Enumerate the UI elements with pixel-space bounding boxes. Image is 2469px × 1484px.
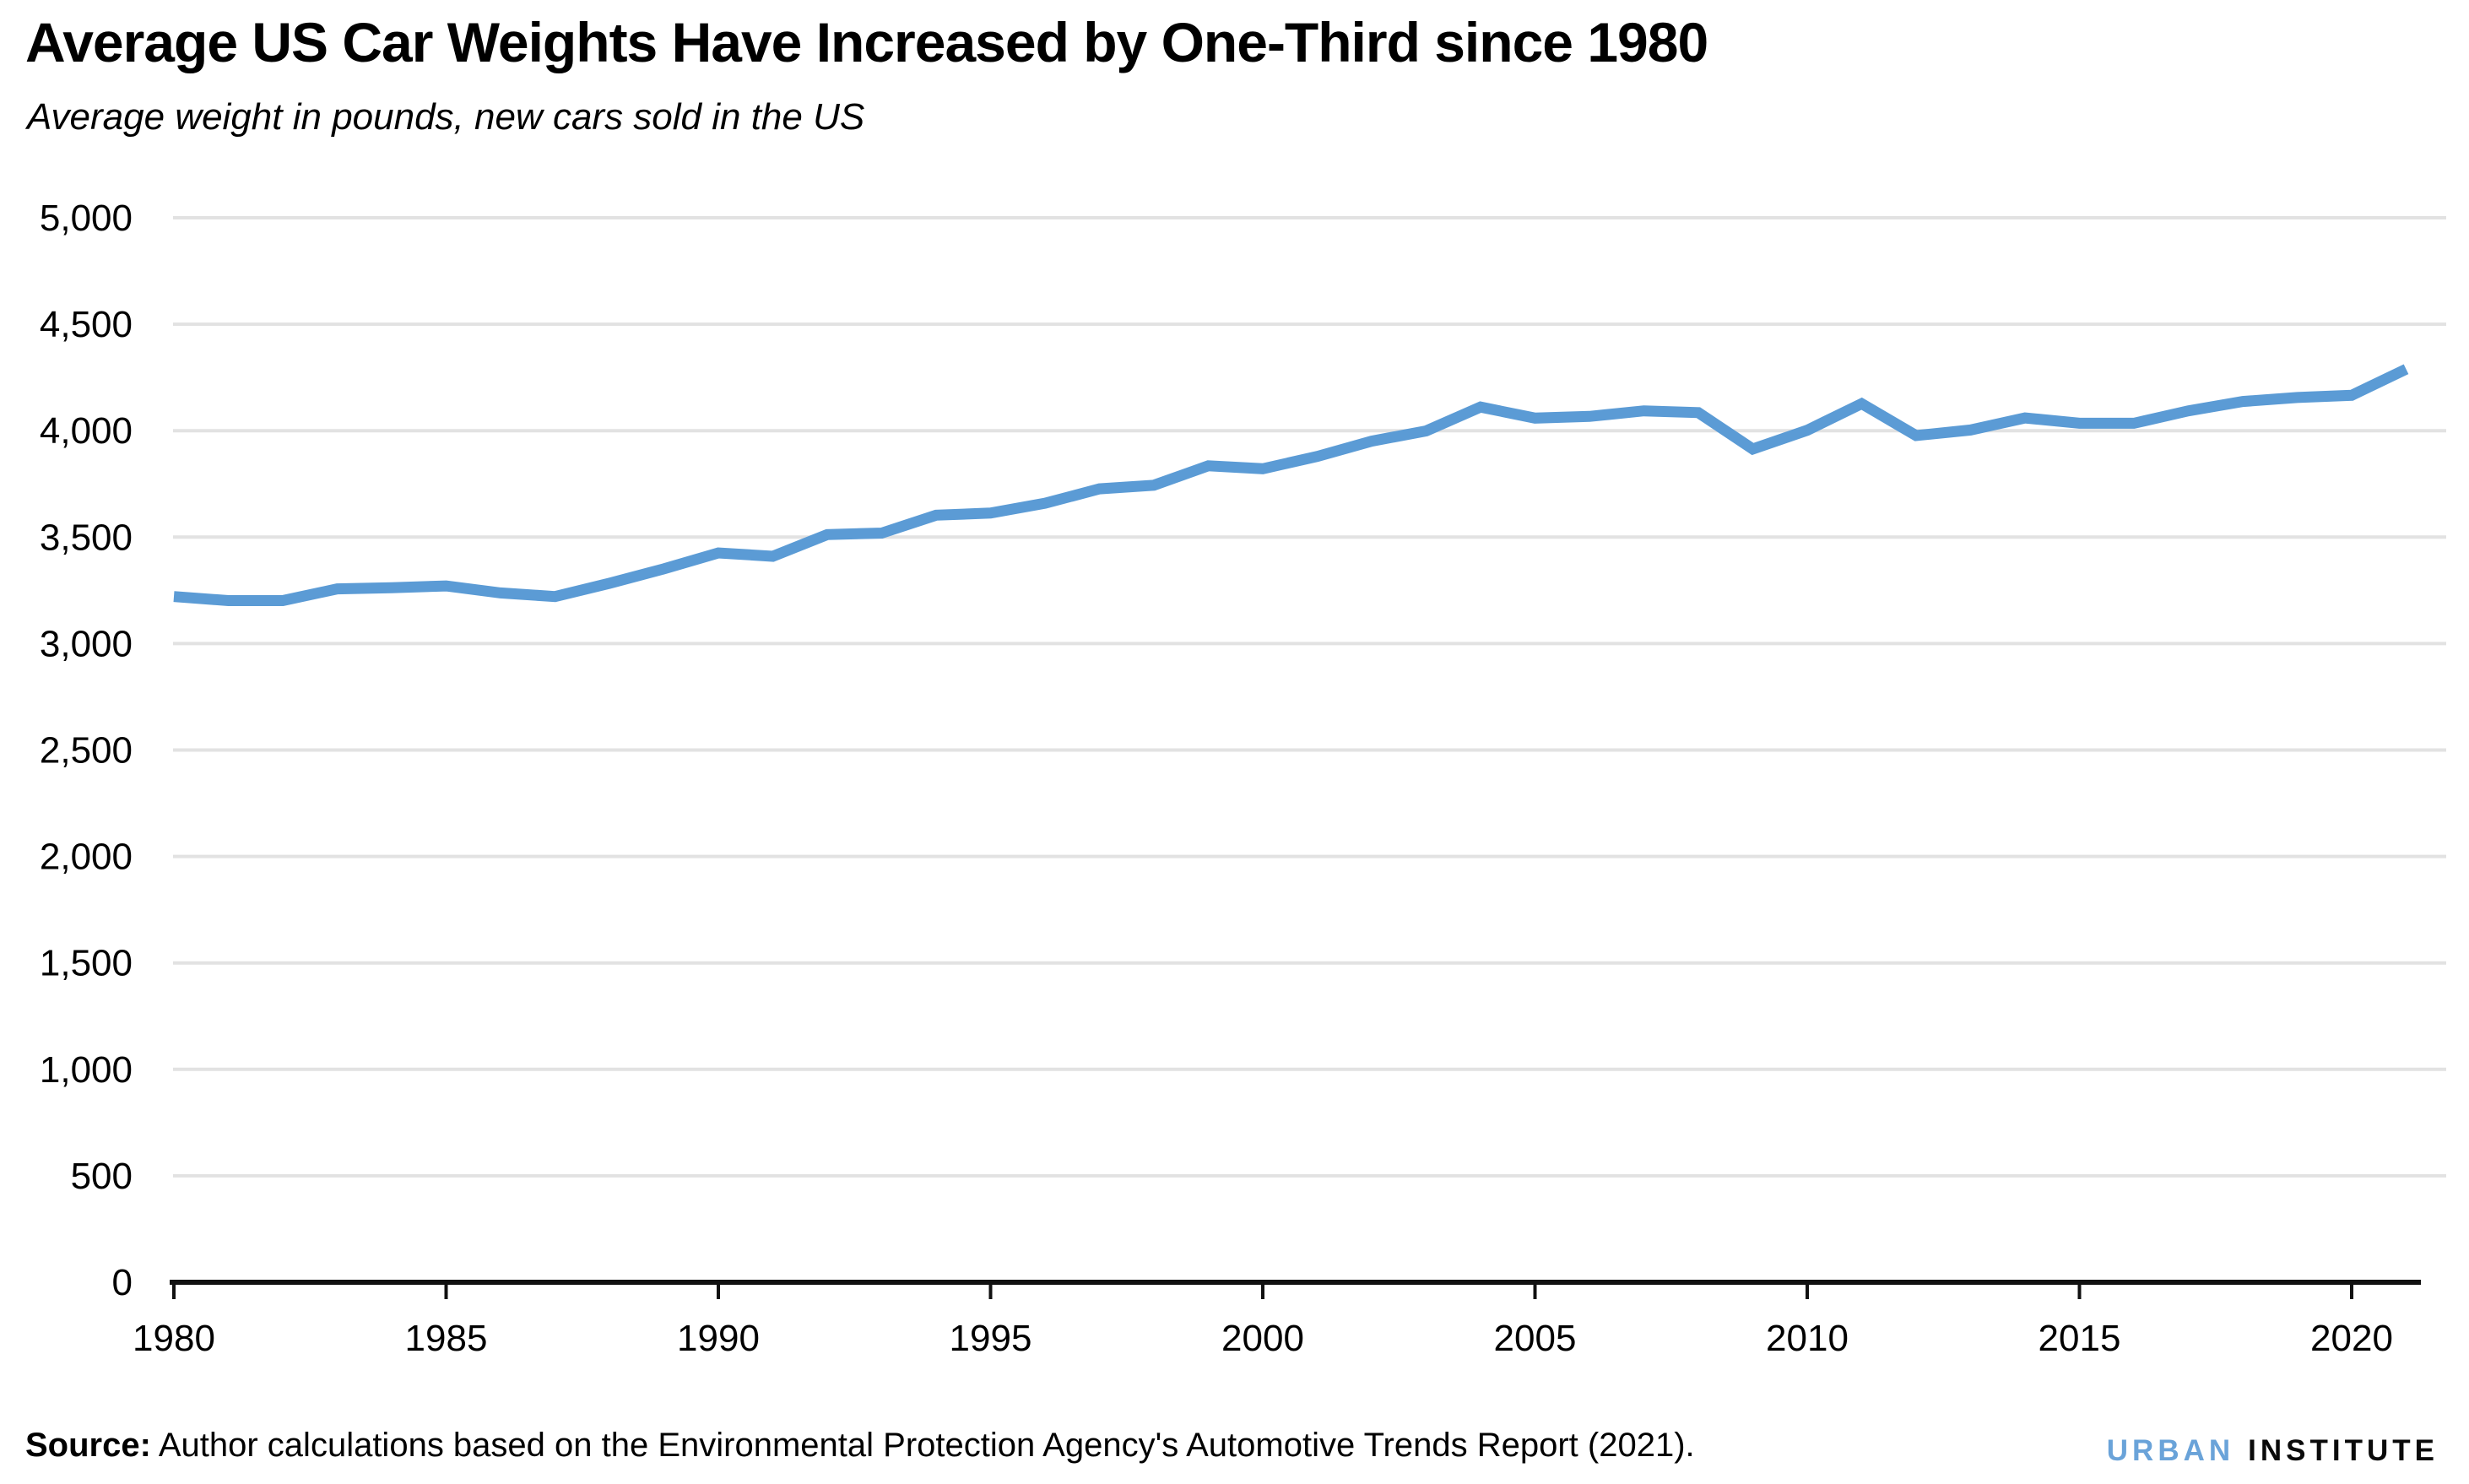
y-axis-label: 1,500 — [40, 943, 133, 984]
x-axis-label: 2015 — [2039, 1318, 2121, 1359]
source-note: Source: Author calculations based on the… — [25, 1427, 1695, 1465]
y-axis-label: 4,000 — [40, 410, 133, 452]
y-axis-label: 2,000 — [40, 837, 133, 878]
x-axis-label: 1980 — [133, 1318, 215, 1359]
x-axis-label: 2010 — [1766, 1318, 1849, 1359]
x-axis-label: 1985 — [405, 1318, 488, 1359]
x-axis-label: 2000 — [1221, 1318, 1304, 1359]
y-axis-label: 0 — [112, 1262, 133, 1303]
car-weight-series-line — [173, 364, 2409, 606]
y-axis-label: 4,500 — [40, 304, 133, 345]
x-axis-label: 2005 — [1494, 1318, 1577, 1359]
y-axis-label: 1,000 — [40, 1049, 133, 1091]
y-axis-label: 5,000 — [40, 198, 133, 239]
y-axis-label: 2,500 — [40, 730, 133, 772]
logo-word-urban: URBAN — [2106, 1434, 2235, 1467]
y-axis-label: 3,500 — [40, 517, 133, 558]
y-axis-label: 3,000 — [40, 623, 133, 664]
chart-subtitle: Average weight in pounds, new cars sold … — [27, 96, 865, 138]
x-axis-label: 1995 — [950, 1318, 1032, 1359]
chart-title: Average US Car Weights Have Increased by… — [25, 11, 1708, 73]
urban-institute-logo: URBAN INSTITUTE — [2107, 1434, 2439, 1468]
logo-word-institute: INSTITUTE — [2248, 1434, 2439, 1467]
x-axis-label: 2020 — [2310, 1318, 2393, 1359]
source-label: Source: — [25, 1427, 151, 1464]
y-axis-label: 500 — [71, 1156, 133, 1197]
source-text: Author calculations based on the Environ… — [150, 1427, 1695, 1464]
x-axis-label: 1990 — [677, 1318, 760, 1359]
